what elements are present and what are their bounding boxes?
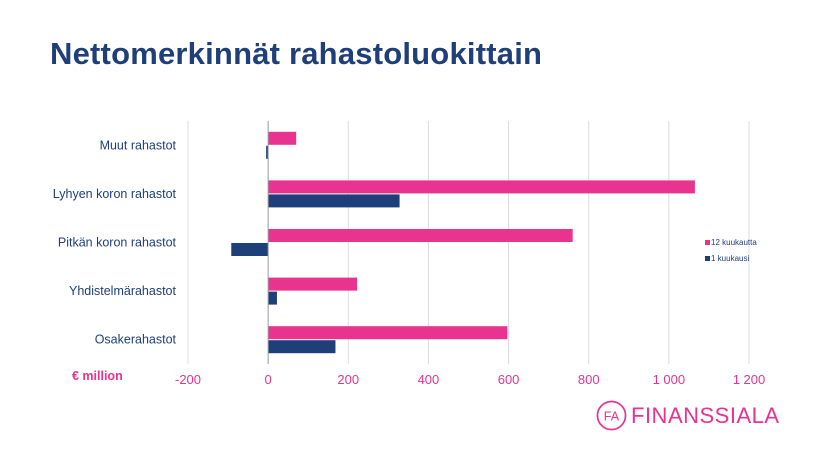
bar-12-kuukautta [268,131,297,145]
category-label: Muut rahastot [100,138,177,152]
legend: 12 kuukautta 1 kuukausi [705,238,757,263]
category-labels: Muut rahastot Lyhyen koron rahastot Pitkän… [53,138,177,346]
category-label: Osakerahastot [95,333,177,347]
bar-1-kuukausi [268,291,277,305]
bar-12-kuukautta [268,326,508,340]
bar-1-kuukausi [268,340,336,354]
category-label: Pitkän koron rahastot [58,236,177,250]
page-title: Nettomerkinnät rahastoluokittain [50,36,543,71]
x-tick-label: 0 [265,372,272,387]
x-tick-label: 1 000 [653,372,686,387]
bars [231,131,695,354]
x-tick-label: -200 [175,372,201,387]
category-label: Yhdistelmärahastot [69,284,177,298]
category-label: Lyhyen koron rahastot [53,187,177,201]
bar-1-kuukausi [268,194,400,208]
x-tick-label: 1 200 [733,372,766,387]
logo-text: FINANSSIALA [631,402,780,428]
bar-1-kuukausi [266,145,269,159]
finanssiala-logo: FA FINANSSIALA [596,400,780,431]
x-tick-label: 600 [498,372,520,387]
x-tick-label: 800 [578,372,600,387]
bar-12-kuukautta [268,277,358,291]
x-tick-labels: -200 0 200 400 600 800 1 000 1 200 [175,372,765,387]
unit-label: € million [72,369,123,383]
bar-1-kuukausi [231,243,269,256]
logo-mark-text: FA [604,409,620,423]
bar-12-kuukautta [268,229,573,242]
x-tick-label: 400 [418,372,440,387]
legend-swatch [705,240,710,245]
bar-12-kuukautta [268,180,695,194]
legend-swatch [705,256,710,261]
fa-logo-icon: FA [596,400,627,431]
legend-label: 1 kuukausi [711,254,749,263]
gridlines [187,121,750,364]
legend-label: 12 kuukautta [711,238,757,247]
x-tick-label: 200 [337,372,359,387]
